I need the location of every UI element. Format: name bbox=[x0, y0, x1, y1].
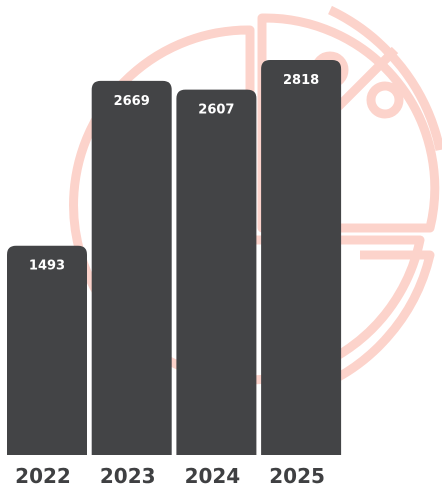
value-label: 2669 bbox=[114, 94, 150, 109]
value-label: 2818 bbox=[283, 73, 319, 88]
bar bbox=[261, 60, 342, 455]
bar bbox=[91, 80, 172, 455]
x-tick-label: 2023 bbox=[100, 464, 156, 488]
pie-slice bbox=[257, 13, 440, 233]
value-label: 2607 bbox=[198, 103, 234, 118]
x-tick-label: 2022 bbox=[15, 464, 71, 488]
x-tick-label: 2024 bbox=[185, 464, 241, 488]
value-label: 1493 bbox=[29, 259, 65, 274]
x-tick-label: 2025 bbox=[269, 464, 325, 488]
bar bbox=[176, 89, 257, 456]
bar bbox=[7, 245, 87, 455]
percent-dot bbox=[366, 81, 404, 119]
pie-arc bbox=[328, 5, 442, 151]
